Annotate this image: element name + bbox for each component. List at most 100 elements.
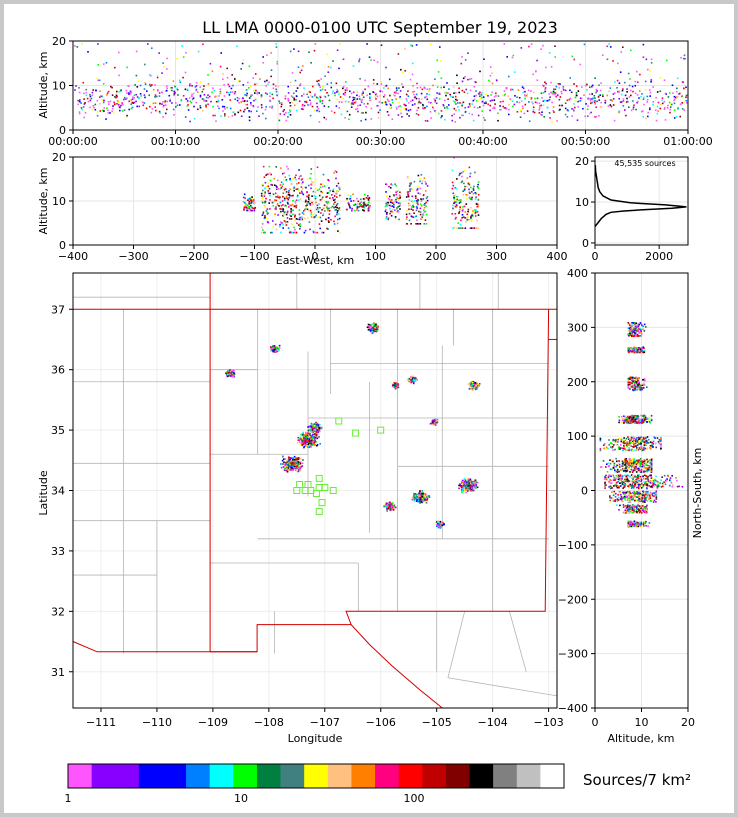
time-height-source [558,109,561,112]
time-height-source [614,81,616,83]
time-height-source [574,96,577,98]
ew-height-source [408,208,410,211]
plan-view-source [296,442,299,444]
ew-height-source [329,197,331,199]
plan-view-source [282,463,284,465]
ew-height-source [327,220,330,222]
plan-view-source [389,509,392,511]
ew-height-source [410,223,412,225]
time-height-source [338,93,340,96]
ew-height-source [290,231,292,234]
time-height-source [354,97,356,99]
time-height-source [232,84,234,87]
plan-view-source [464,484,467,487]
ew-height-source [412,209,414,211]
ew-height-source [467,218,470,221]
ew-height-source [326,205,328,208]
ew-height-source [275,188,278,191]
time-height-source [630,94,632,97]
time-height-source [659,103,662,106]
time-height-source [566,116,569,118]
ew-height-source [331,205,334,208]
time-height-ytick-label: 10 [52,80,66,93]
ew-height-source [466,177,469,179]
ew-height-source [475,196,477,198]
time-height-source [540,92,543,95]
time-height-source [231,74,233,76]
ew-height-source [312,190,315,193]
time-height-source [436,92,438,94]
time-height-source [505,108,507,110]
time-height-source [84,102,86,104]
ew-height-source [262,189,264,192]
time-height-source [289,105,292,107]
plan-view-source [433,422,436,424]
ew-height-source [315,231,317,234]
plan-view-source [458,487,460,490]
ew-height-source [426,199,429,202]
ew-height-source [422,194,425,196]
time-height-source [672,92,674,94]
plan-view-source [303,436,305,438]
ew-height-source [334,215,336,218]
ns-height-source [661,482,664,485]
time-height-source [305,101,308,104]
ew-height-source [309,202,311,205]
ew-height-source [470,206,472,209]
ew-height-source [263,231,266,234]
ew-height-source [312,181,314,184]
time-height-source [549,96,551,98]
time-height-source [270,69,273,71]
time-height-source [577,90,580,92]
ew-height-source [367,197,369,200]
time-height-source [240,68,242,70]
time-height-source [444,91,447,94]
time-height-source [254,98,257,101]
time-height-source [628,96,631,98]
ew-height-source [287,203,289,205]
plan-view-source [419,490,421,493]
time-height-source [451,114,453,117]
time-height-source [364,79,366,82]
time-height-source [269,95,271,98]
time-height-source [416,87,419,89]
time-height-source [586,83,588,86]
ns-height-source [646,478,649,480]
time-height-source [308,51,310,53]
plan-view-source [314,444,317,446]
plan-view-source [396,384,398,386]
plan-view-source [313,428,316,430]
ew-height-source [322,173,325,176]
time-height-source [89,106,91,109]
time-height-source [207,103,209,106]
time-height-source [144,83,147,85]
time-height-source [527,89,530,92]
time-height-source [435,97,438,99]
time-height-source [622,100,625,103]
time-height-source [203,100,205,102]
time-height-source [520,47,523,49]
plan-view-source [421,493,423,495]
ns-height-source [644,474,646,477]
time-height-source [685,96,687,99]
time-height-source [184,116,187,118]
time-height-source [392,94,395,96]
time-height-source [593,95,596,97]
ew-height-source [288,231,291,234]
ew-height-source [399,197,401,199]
time-height-source [378,101,381,103]
time-height-source [544,81,546,83]
plan-view-source [300,466,303,468]
plan-view-source [410,381,412,384]
mexico-border [72,641,258,653]
ew-height-source [327,209,329,212]
time-height-xtick-label: 00:50:00 [561,135,610,148]
time-height-source [221,99,224,101]
ew-height-source [321,209,323,211]
plan-view-source [310,435,312,437]
time-height-source [664,119,667,121]
time-height-source [673,95,676,98]
time-height-source [397,92,399,95]
time-height-source [219,90,222,93]
time-height-source [483,58,485,60]
